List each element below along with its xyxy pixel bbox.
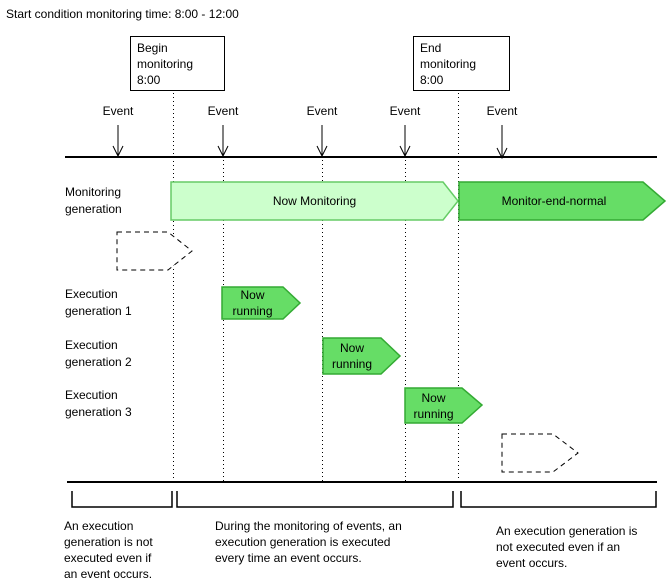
exec1-now-running-arrow <box>221 286 302 320</box>
skipped-execution-arrow-left <box>116 231 193 271</box>
bracket-before-monitoring <box>71 491 173 508</box>
monitoring-generation-label: Monitoring generation <box>65 185 122 216</box>
event-arrow-4 <box>399 125 411 158</box>
note-before-monitoring: An execution generation is not executed … <box>64 519 153 581</box>
event-arrow-2 <box>217 125 229 158</box>
bracket-after-monitoring <box>460 491 657 508</box>
event-label-1: Event <box>102 104 134 118</box>
event-label-4: Event <box>389 104 421 118</box>
exec2-now-running-arrow <box>322 337 402 375</box>
exec2-now-running-text: Now running <box>331 341 373 371</box>
exec3-now-running-text: Now running <box>413 390 454 421</box>
end-monitoring-box: End monitoring 8:00 <box>413 36 510 91</box>
execution-generation-2-label: Execution generation 2 <box>65 338 132 369</box>
exec3-now-running-arrow <box>404 387 484 424</box>
monitor-end-normal-text: Monitor-end-normal <box>501 194 607 208</box>
begin-monitoring-box: Begin monitoring 8:00 <box>130 36 225 91</box>
event-label-2: Event <box>207 104 239 118</box>
execution-generation-3-label: Execution generation 3 <box>65 388 132 419</box>
skipped-execution-arrow-right <box>501 433 579 473</box>
note-during-monitoring: During the monitoring of events, an exec… <box>215 519 402 565</box>
event-arrow-3 <box>316 125 328 158</box>
event-arrow-5 <box>496 125 508 160</box>
page-title: Start condition monitoring time: 8:00 - … <box>6 7 239 21</box>
now-monitoring-text: Now Monitoring <box>272 194 357 208</box>
note-after-monitoring: An execution generation is not executed … <box>496 524 638 570</box>
event-label-5: Event <box>486 104 518 118</box>
exec1-now-running-text: Now running <box>232 288 273 318</box>
event-arrow-1 <box>112 125 124 158</box>
monitor-end-normal-bar <box>458 181 667 221</box>
execution-generation-1-label: Execution generation 1 <box>65 287 132 318</box>
event-label-3: Event <box>306 104 338 118</box>
now-monitoring-bar <box>170 181 459 221</box>
bracket-during-monitoring <box>176 491 454 508</box>
